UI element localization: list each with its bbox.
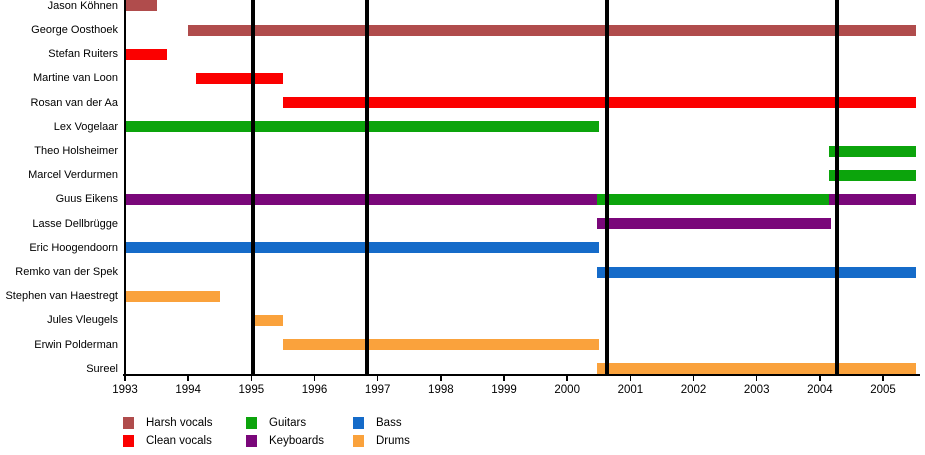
- timeline-bar-keyboards: [829, 193, 916, 205]
- x-axis-tick-label: 1994: [175, 384, 201, 396]
- x-axis-tick: [376, 376, 379, 381]
- album-release-line: [364, 0, 369, 374]
- x-axis-tick: [755, 376, 758, 381]
- timeline-bar-bass: [596, 266, 916, 278]
- member-name: Erwin Polderman: [34, 338, 118, 351]
- legend-swatch-harsh: [123, 417, 134, 429]
- x-axis-tick-label: 2004: [807, 384, 833, 396]
- member-name: Stefan Ruiters: [48, 48, 118, 61]
- timeline-bar-clean: [125, 48, 168, 60]
- x-axis-line: [123, 374, 920, 376]
- member-name: Rosan van der Aa: [30, 96, 118, 109]
- x-axis-tick-label: 2003: [743, 384, 770, 396]
- timeline-bar-guitars: [596, 193, 830, 205]
- timeline-bar-harsh: [125, 0, 157, 12]
- x-axis-tick-label: 1993: [112, 384, 138, 396]
- member-name: Stephen van Haestregt: [5, 290, 118, 303]
- member-name: Lasse Dellbrügge: [32, 217, 118, 230]
- x-axis-tick: [882, 376, 884, 381]
- member-name: Remko van der Spek: [15, 266, 118, 278]
- legend-label-drums: Drums: [376, 435, 410, 447]
- member-name: Jason Köhnen: [47, 0, 118, 12]
- member-name: Lex Vogelaar: [53, 120, 118, 133]
- member-name: Marcel Verdurmen: [28, 169, 118, 182]
- x-axis-tick-label: 2001: [617, 384, 644, 396]
- x-axis-tick-label: 1998: [428, 384, 454, 396]
- timeline-bar-bass: [125, 242, 599, 254]
- timeline-bar-drums: [125, 290, 220, 302]
- member-name: Sureel: [86, 362, 118, 375]
- x-axis-tick: [629, 376, 632, 381]
- legend-swatch-guitars: [246, 417, 257, 429]
- member-name: Eric Hoogendoorn: [29, 241, 118, 254]
- x-axis-tick: [819, 376, 821, 381]
- member-name: Martine van Loon: [33, 72, 118, 85]
- member-name: Theo Holsheimer: [34, 145, 118, 157]
- x-axis-tick: [692, 376, 695, 381]
- x-axis-tick-label: 1999: [491, 384, 517, 396]
- x-axis-tick-label: 1995: [238, 384, 265, 396]
- x-axis-tick-label: 2000: [554, 384, 580, 396]
- album-release-line: [834, 0, 839, 374]
- timeline-bar-guitars: [829, 145, 916, 157]
- member-name: George Oosthoek: [31, 24, 118, 36]
- timeline-bar-drums: [596, 363, 916, 375]
- x-axis-tick-label: 2002: [680, 384, 707, 396]
- timeline-bar-keyboards: [596, 218, 831, 230]
- legend-label-keyboards: Keyboards: [269, 435, 324, 447]
- x-axis-tick: [124, 376, 126, 381]
- x-axis-tick-label: 1997: [364, 384, 391, 396]
- x-axis-tick: [503, 376, 505, 381]
- timeline-bar-harsh: [188, 24, 916, 36]
- timeline-bar-guitars: [125, 121, 599, 133]
- legend-label-guitars: Guitars: [269, 417, 307, 429]
- timeline-bar-keyboards: [125, 193, 597, 205]
- x-axis-tick-label: 2005: [870, 384, 896, 396]
- x-axis-tick: [187, 376, 189, 381]
- timeline-bar-drums: [282, 339, 599, 351]
- x-axis-tick-label: 1996: [301, 384, 328, 396]
- timeline-bar-clean: [196, 72, 283, 84]
- legend-swatch-bass: [353, 417, 364, 429]
- timeline-bar-drums: [251, 314, 283, 326]
- album-release-line: [250, 0, 255, 374]
- legend-swatch-clean: [123, 435, 134, 447]
- x-axis-tick: [313, 376, 316, 381]
- x-axis-tick: [250, 376, 253, 381]
- legend-label-bass: Bass: [376, 417, 402, 429]
- timeline-bar-guitars: [829, 169, 916, 181]
- legend-swatch-drums: [353, 435, 364, 447]
- album-release-line: [604, 0, 609, 374]
- legend-swatch-keyboards: [246, 435, 257, 447]
- legend-label-clean: Clean vocals: [146, 435, 212, 447]
- member-name: Guus Eikens: [55, 193, 118, 206]
- member-name: Jules Vleugels: [47, 314, 118, 327]
- x-axis-tick: [566, 376, 568, 381]
- plot-left-border: [123, 0, 126, 374]
- x-axis-tick: [440, 376, 442, 381]
- timeline-bar-clean: [282, 97, 916, 109]
- legend-label-harsh: Harsh vocals: [146, 417, 213, 429]
